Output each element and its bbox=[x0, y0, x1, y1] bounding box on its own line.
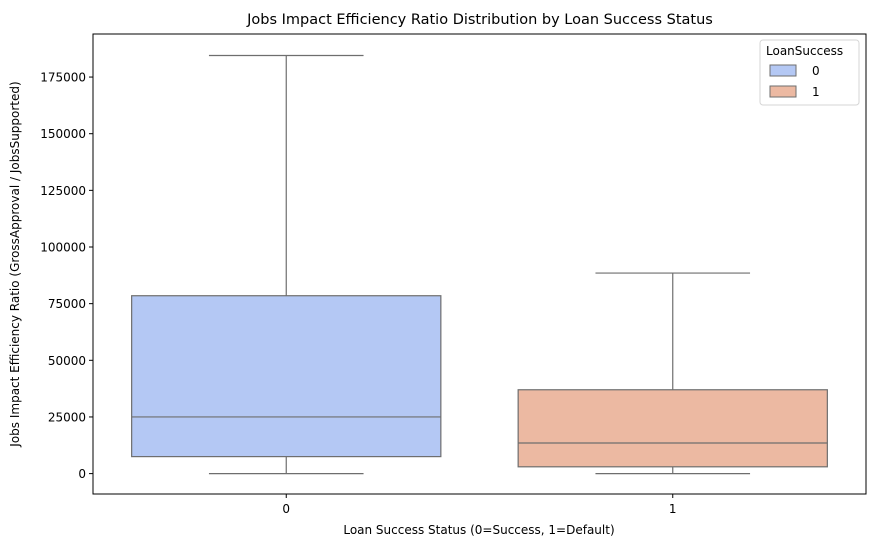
box-iqr bbox=[131, 295, 442, 458]
x-tick-label: 1 bbox=[669, 502, 677, 516]
y-tick-label: 50000 bbox=[48, 354, 86, 368]
y-tick-label: 75000 bbox=[48, 297, 86, 311]
legend-title: LoanSuccess bbox=[766, 44, 843, 58]
plot-frame bbox=[92, 33, 867, 495]
legend-label-1: 1 bbox=[812, 85, 820, 99]
y-tick-label: 25000 bbox=[48, 410, 86, 424]
y-axis-ticks: 0 25000 50000 75000 100000 125000 150000 175000 bbox=[40, 71, 93, 481]
x-axis-label: Loan Success Status (0=Success, 1=Defaul… bbox=[343, 523, 614, 537]
legend: LoanSuccess 01 bbox=[759, 39, 860, 106]
y-tick-label: 150000 bbox=[40, 127, 86, 141]
box-iqr bbox=[517, 389, 828, 468]
y-tick-label: 100000 bbox=[40, 241, 86, 255]
y-tick-label: 0 bbox=[78, 467, 86, 481]
x-tick-label: 0 bbox=[282, 502, 290, 516]
legend-swatch-0 bbox=[769, 64, 797, 77]
y-tick-label: 175000 bbox=[40, 71, 86, 85]
boxes bbox=[131, 54, 828, 475]
legend-label-0: 0 bbox=[812, 64, 820, 78]
y-axis-label: Jobs Impact Efficiency Ratio (GrossAppro… bbox=[8, 81, 22, 447]
y-tick-label: 125000 bbox=[40, 184, 86, 198]
legend-items: 01 bbox=[769, 64, 820, 99]
box-group-1 bbox=[517, 272, 828, 475]
chart-title: Jobs Impact Efficiency Ratio Distributio… bbox=[246, 12, 713, 28]
legend-swatch-1 bbox=[769, 85, 797, 98]
box-group-0 bbox=[131, 54, 442, 475]
